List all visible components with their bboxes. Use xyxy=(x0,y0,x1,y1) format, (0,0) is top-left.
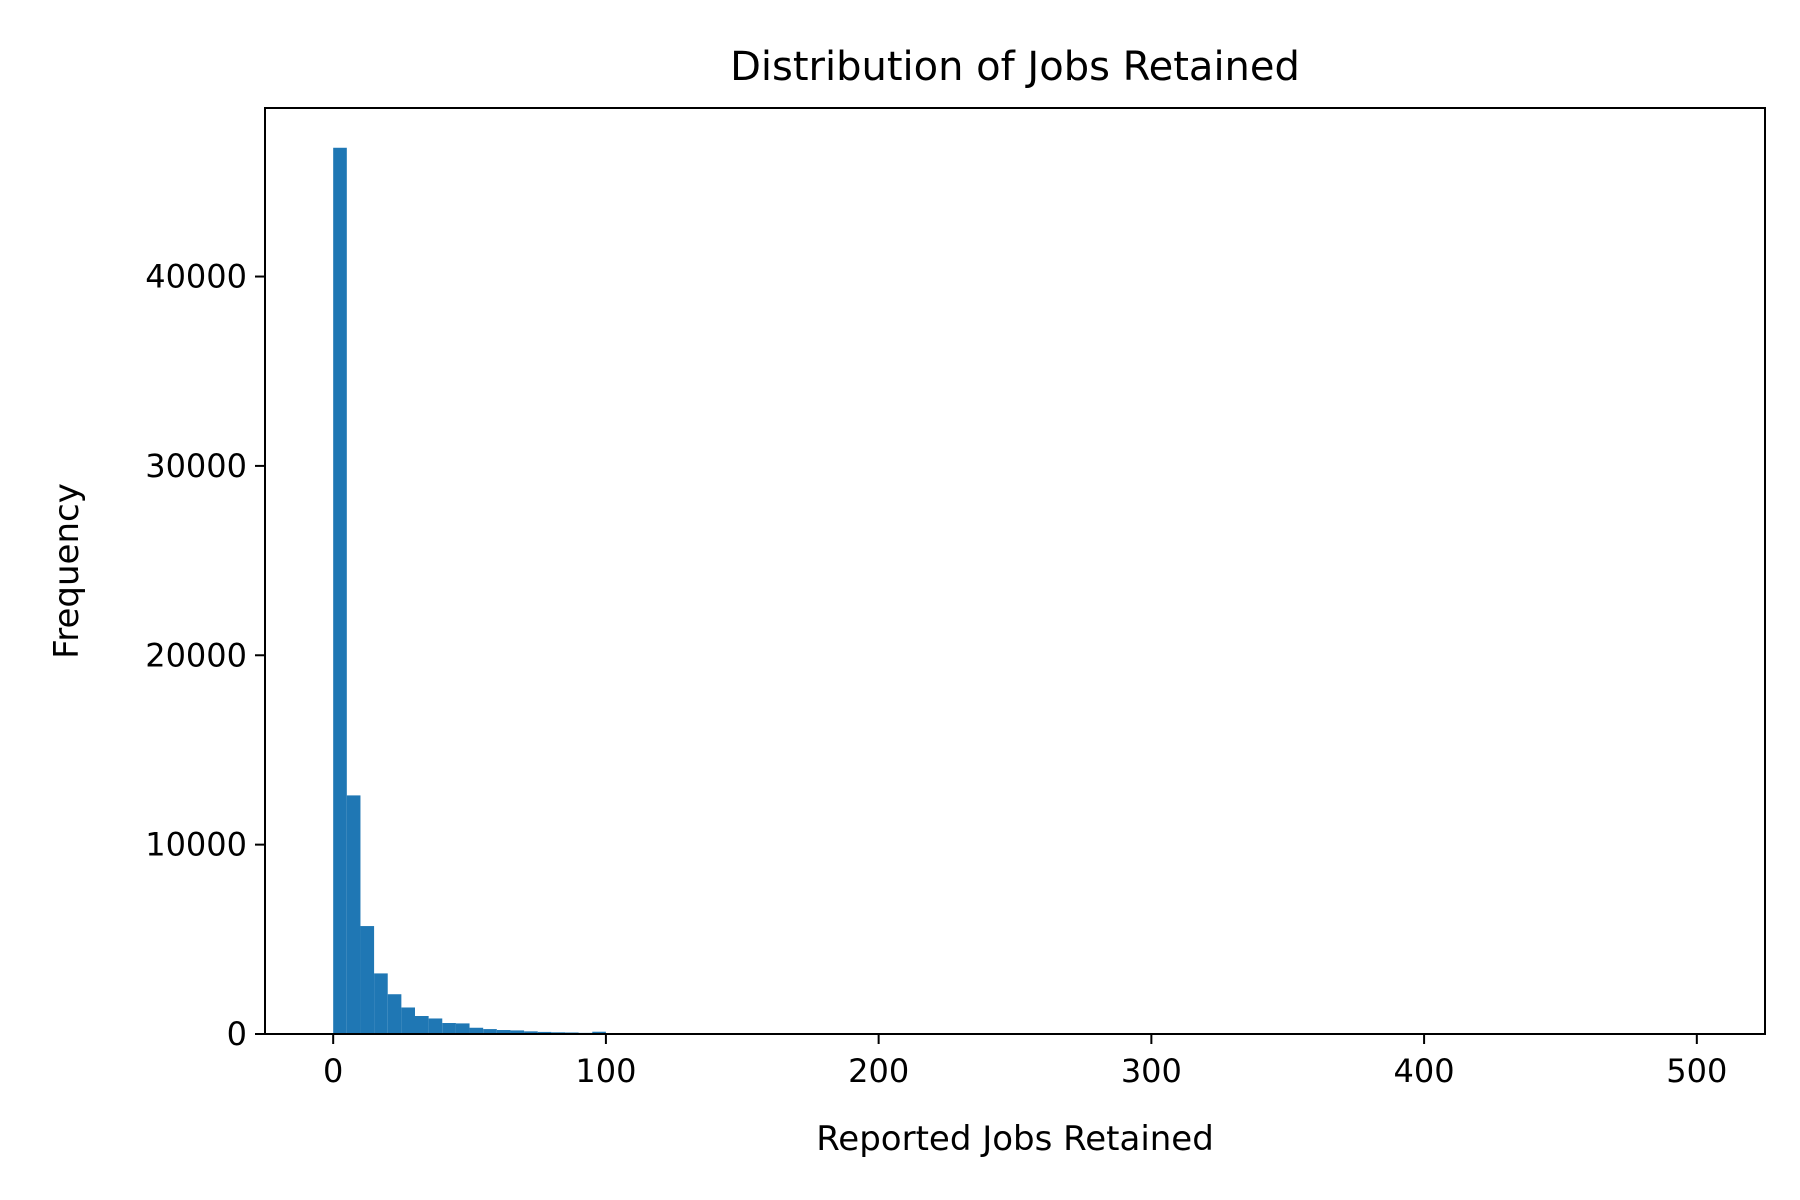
y-tick-label: 0 xyxy=(227,1015,247,1053)
histogram-bar xyxy=(483,1029,497,1034)
histogram-bar xyxy=(537,1031,552,1034)
histogram-bar xyxy=(346,795,361,1034)
bars-group xyxy=(333,147,1697,1035)
histogram-bar xyxy=(401,1007,415,1034)
histogram-bar xyxy=(524,1031,538,1034)
histogram-bar xyxy=(374,973,388,1034)
chart-title: Distribution of Jobs Retained xyxy=(730,44,1300,90)
histogram-bar xyxy=(455,1023,470,1034)
histogram-bar xyxy=(592,1031,606,1034)
y-axis-label: Frequency xyxy=(47,483,87,659)
x-tick-label: 300 xyxy=(1121,1052,1182,1090)
x-axis-label: Reported Jobs Retained xyxy=(816,1119,1214,1159)
plot-frame xyxy=(264,107,1766,1035)
y-tick-label: 40000 xyxy=(145,258,247,296)
x-tick-label: 400 xyxy=(1394,1052,1455,1090)
x-tick-label: 0 xyxy=(323,1052,343,1090)
histogram-bar xyxy=(428,1018,443,1034)
histogram-bar xyxy=(333,147,347,1035)
x-tick-label: 200 xyxy=(848,1052,909,1090)
y-tick-label: 20000 xyxy=(145,636,247,674)
x-axis-ticks: 0 100 200 300 400 500 xyxy=(323,1034,1727,1090)
x-tick-label: 100 xyxy=(575,1052,636,1090)
histogram-bar xyxy=(510,1030,525,1034)
y-tick-label: 30000 xyxy=(145,447,247,485)
histogram-bar xyxy=(496,1030,511,1034)
histogram-bar xyxy=(360,926,375,1034)
x-tick-label: 500 xyxy=(1666,1052,1727,1090)
histogram-bar xyxy=(469,1027,484,1034)
histogram-bar xyxy=(442,1023,456,1034)
y-tick-label: 10000 xyxy=(145,826,247,864)
histogram-bar xyxy=(387,994,402,1034)
histogram-bar xyxy=(415,1016,429,1034)
y-axis-ticks: 0 10000 20000 30000 40000 xyxy=(145,258,265,1053)
